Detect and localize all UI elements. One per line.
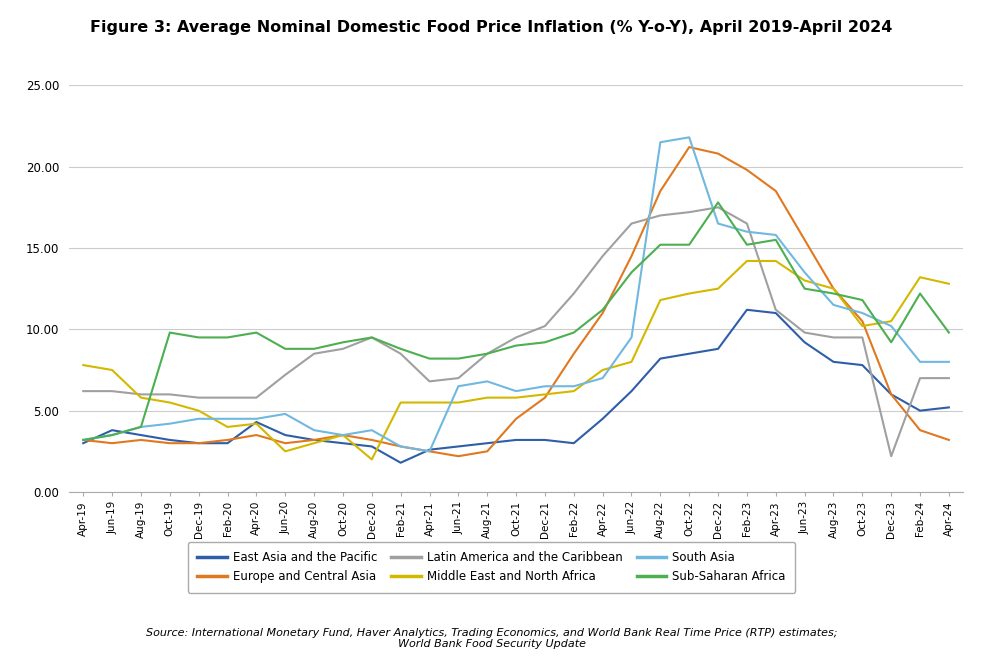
Text: Figure 3: Average Nominal Domestic Food Price Inflation (% Y-o-Y), April 2019-Ap: Figure 3: Average Nominal Domestic Food … xyxy=(90,20,893,35)
Text: Source: International Monetary Fund, Haver Analytics, Trading Economics, and Wor: Source: International Monetary Fund, Hav… xyxy=(145,628,838,649)
Legend: East Asia and the Pacific, Europe and Central Asia, Latin America and the Caribb: East Asia and the Pacific, Europe and Ce… xyxy=(188,542,795,593)
